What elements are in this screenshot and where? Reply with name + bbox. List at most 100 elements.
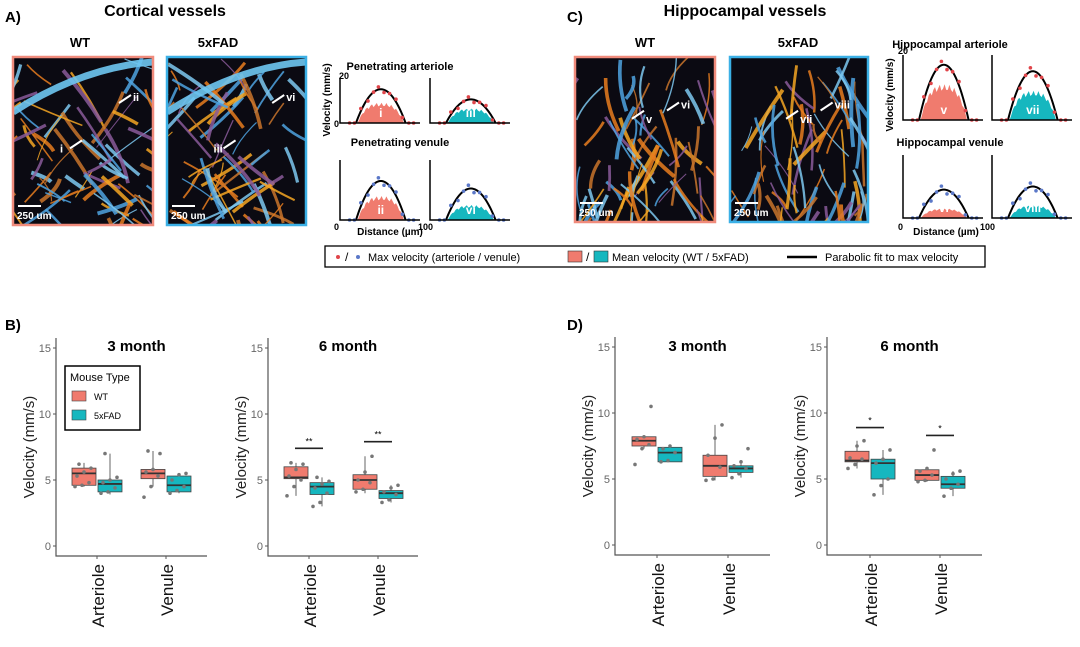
vessel xyxy=(838,86,851,130)
data-point xyxy=(730,475,734,480)
vessel xyxy=(626,146,656,184)
chart-title: 6 month xyxy=(319,338,377,355)
vessel xyxy=(752,164,767,195)
vessel xyxy=(676,140,703,166)
data-point xyxy=(103,451,107,456)
vessel xyxy=(826,182,846,222)
legend-slash-2: / xyxy=(586,250,590,264)
max-velocity-point xyxy=(484,103,488,108)
max-velocity-point xyxy=(449,203,453,208)
max-velocity-point xyxy=(366,193,370,197)
vessel xyxy=(36,114,63,161)
vessel xyxy=(268,102,285,125)
legend-swatch xyxy=(71,390,87,402)
vessel xyxy=(246,215,256,225)
vessel xyxy=(178,104,218,151)
vessel xyxy=(630,212,634,222)
vessel xyxy=(44,208,63,225)
data-point xyxy=(958,469,962,473)
x-tick-label: Arteriole xyxy=(649,563,668,626)
legend-arteriole-dot xyxy=(336,255,340,259)
vessel xyxy=(132,217,146,225)
data-point xyxy=(916,479,920,484)
panel-c-letter: C) xyxy=(567,9,583,26)
vessel xyxy=(792,96,814,126)
data-point xyxy=(299,478,303,482)
vessel xyxy=(631,120,638,146)
vessel xyxy=(26,64,52,86)
vessel xyxy=(44,148,74,184)
box-chart-B-3-month: 3 month Velocity (mm/s) 0 5 10 15 Arteriole Ven… xyxy=(21,338,207,627)
vessel xyxy=(61,69,103,123)
box-5xFAD-Arteriole xyxy=(657,444,683,464)
roi-label: ii xyxy=(133,92,139,104)
data-point xyxy=(156,474,160,478)
vessel xyxy=(824,205,830,222)
profile-label: ii xyxy=(377,203,384,217)
roi-marker xyxy=(631,109,645,120)
vessel xyxy=(639,65,646,109)
vessel xyxy=(145,184,153,193)
max-velocity-point xyxy=(929,199,933,203)
vessel xyxy=(754,117,767,144)
panel-c-wt-label: WT xyxy=(635,35,655,50)
data-point xyxy=(713,436,717,440)
panel-a-row-title-venule: Penetrating venule xyxy=(351,137,449,149)
scale-bar-label: 250 um xyxy=(734,208,769,219)
vessel xyxy=(21,189,71,225)
vessel xyxy=(687,141,699,194)
max-velocity-point xyxy=(490,214,495,218)
vessel xyxy=(263,202,284,225)
roi-label: vii xyxy=(800,114,812,126)
vessel-layer xyxy=(575,57,715,222)
vessel xyxy=(849,77,856,148)
roi-marker xyxy=(820,101,834,112)
max-velocity-point xyxy=(1034,189,1038,193)
data-point xyxy=(396,483,400,488)
data-point xyxy=(956,482,960,487)
vessel xyxy=(294,224,297,225)
profile-axes xyxy=(902,55,983,121)
profile-label: vii xyxy=(1026,103,1039,117)
max-velocity-point xyxy=(382,90,386,95)
legend-entry: 5xFAD xyxy=(94,411,122,421)
roi-marker xyxy=(785,109,799,120)
vessel xyxy=(127,126,153,142)
data-point xyxy=(918,469,922,473)
vessel xyxy=(813,113,850,157)
max-velocity-point xyxy=(382,183,386,188)
data-point xyxy=(848,456,852,460)
max-velocity-point xyxy=(1052,110,1057,114)
chart-title: 3 month xyxy=(107,338,165,355)
vessel xyxy=(214,181,268,222)
parabolic-fit-line xyxy=(918,63,970,121)
vessel xyxy=(117,183,153,217)
box-WT-Venule xyxy=(352,454,378,494)
vessel xyxy=(669,180,697,220)
max-velocity-point xyxy=(1052,212,1057,216)
y-tick-label: 15 xyxy=(598,342,610,354)
vessel xyxy=(250,148,271,166)
data-point xyxy=(666,458,670,463)
vessel xyxy=(705,165,715,178)
vessel xyxy=(222,155,255,194)
vessel xyxy=(118,202,132,225)
roi-label: vi xyxy=(681,100,690,112)
panel-a-y0: 0 xyxy=(334,119,339,129)
microscopy-image-wt-hippocampal: 250 um v vi xyxy=(573,55,717,224)
vessel xyxy=(741,126,753,152)
vessel xyxy=(232,121,257,155)
vessel xyxy=(205,167,228,214)
axes xyxy=(55,338,207,557)
vessel xyxy=(665,57,689,91)
vessel xyxy=(730,138,732,143)
legend-slash: / xyxy=(345,250,349,264)
microscopy-image-fad-hippocampal: 250 um vii viii xyxy=(728,55,870,224)
y-tick-label: 15 xyxy=(39,343,51,355)
vessel xyxy=(145,147,153,156)
vessel xyxy=(618,117,642,160)
data-point xyxy=(673,450,677,455)
max-velocity-point xyxy=(376,175,381,180)
vessel xyxy=(167,131,173,138)
